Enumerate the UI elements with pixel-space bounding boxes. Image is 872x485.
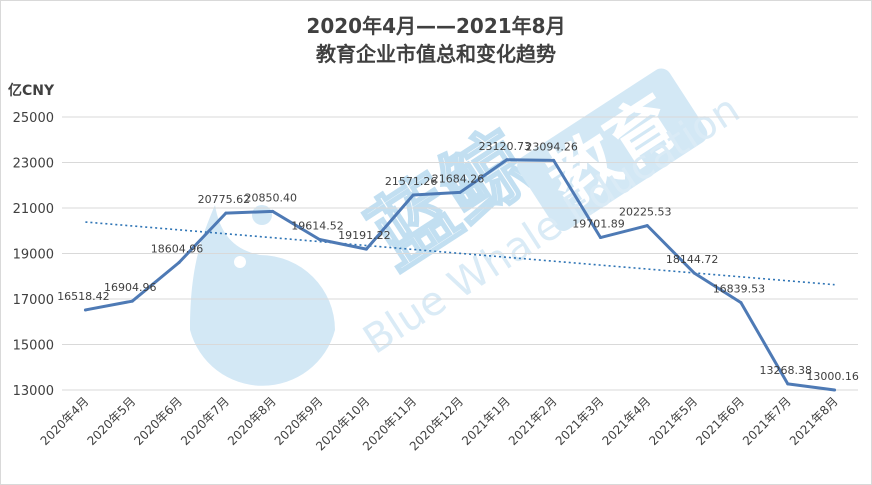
data-label: 13268.38 <box>760 364 813 377</box>
x-tick-label: 2021年3月 <box>553 394 607 448</box>
data-label: 18604.96 <box>151 242 204 255</box>
data-point <box>177 260 181 264</box>
y-tick-label: 21000 <box>13 202 54 217</box>
x-tick-label: 2020年4月 <box>38 394 92 448</box>
data-point <box>552 158 556 162</box>
y-tick-label: 17000 <box>13 293 54 308</box>
chart-title-line2: 教育企业市值总和变化趋势 <box>316 42 556 66</box>
data-label: 21571.26 <box>385 175 438 188</box>
y-tick-label: 19000 <box>13 248 54 263</box>
watermark-logo: 蓝鲸 教育 Blue Whale Education <box>190 68 748 386</box>
x-tick-label: 2020年7月 <box>178 394 232 448</box>
data-point <box>505 158 509 162</box>
data-point <box>411 193 415 197</box>
y-tick-label: 23000 <box>13 157 54 172</box>
y-axis-unit: 亿CNY <box>8 83 55 99</box>
x-tick-label: 2021年8月 <box>787 394 841 448</box>
x-tick-label: 2021年7月 <box>740 394 794 448</box>
data-label: 13000.16 <box>806 370 859 383</box>
y-tick-label: 13000 <box>13 384 54 399</box>
x-tick-label: 2020年6月 <box>131 394 185 448</box>
data-label: 23120.73 <box>479 140 532 153</box>
x-tick-label: 2021年4月 <box>600 394 654 448</box>
chart-title-line1: 2020年4月——2021年8月 <box>306 14 566 38</box>
data-point <box>318 238 322 242</box>
data-point <box>645 224 649 228</box>
data-label: 23094.26 <box>525 140 578 153</box>
data-point <box>833 388 837 392</box>
data-point <box>271 209 275 213</box>
x-tick-label: 2020年5月 <box>84 394 138 448</box>
data-label: 18144.72 <box>666 253 719 266</box>
y-tick-label: 15000 <box>13 339 54 354</box>
watermark-dot <box>252 205 272 225</box>
data-label: 16839.53 <box>713 283 766 296</box>
trend-line <box>85 221 835 286</box>
x-tick-label: 2021年2月 <box>506 394 560 448</box>
watermark-dot <box>234 256 246 268</box>
data-label: 21684.26 <box>432 172 485 185</box>
x-tick-label: 2021年1月 <box>459 394 513 448</box>
data-point <box>692 271 696 275</box>
data-label: 16904.96 <box>104 281 157 294</box>
data-label: 19701.89 <box>572 218 625 231</box>
x-tick-label: 2020年8月 <box>225 394 279 448</box>
data-label: 19614.52 <box>291 220 344 233</box>
data-label: 20850.40 <box>244 191 297 204</box>
data-label: 20775.62 <box>198 193 251 206</box>
watermark-badge <box>517 68 708 231</box>
data-label: 16518.42 <box>57 290 110 303</box>
data-point <box>130 299 134 303</box>
data-label: 20225.53 <box>619 206 672 219</box>
data-point <box>739 301 743 305</box>
data-point <box>224 211 228 215</box>
data-point <box>364 247 368 251</box>
x-tick-label: 2021年6月 <box>693 394 747 448</box>
data-label: 19191.22 <box>338 229 391 242</box>
data-point <box>786 382 790 386</box>
watermark-droplet <box>190 205 335 386</box>
data-point <box>598 236 602 240</box>
data-point <box>83 308 87 312</box>
data-point <box>458 190 462 194</box>
x-tick-label: 2021年5月 <box>646 394 700 448</box>
y-tick-label: 25000 <box>13 111 54 126</box>
